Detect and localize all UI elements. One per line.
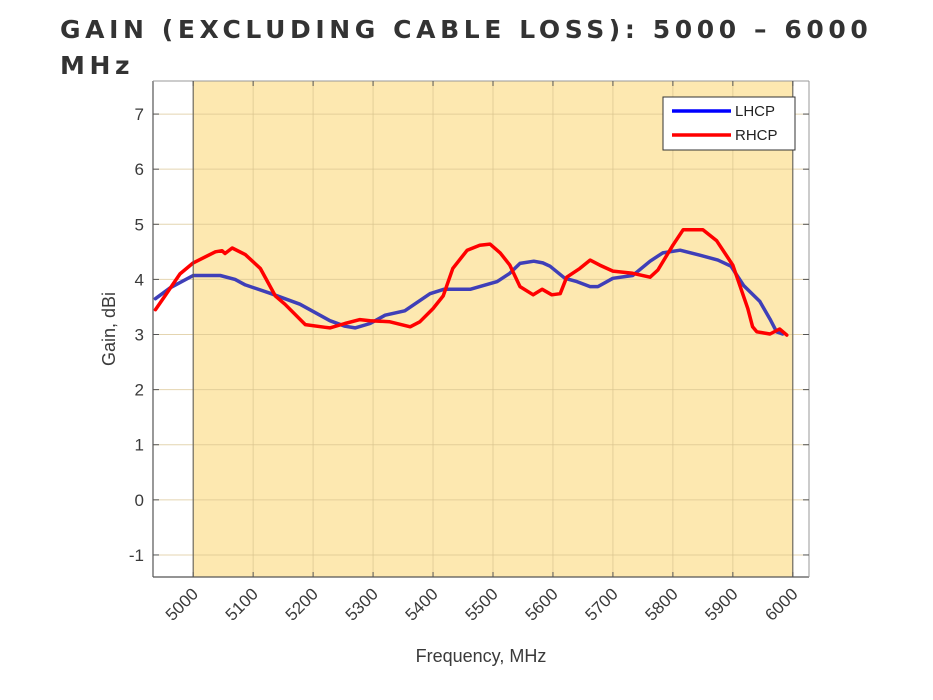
y-axis-label: Gain, dBi — [99, 292, 119, 366]
y-tick-label: 7 — [135, 105, 144, 124]
chart-title: GAIN (EXCLUDING CABLE LOSS): 5000 – 6000… — [60, 15, 873, 80]
y-tick-label: 0 — [135, 491, 144, 510]
x-tick-label: 5200 — [282, 584, 322, 624]
legend-label-rhcp: RHCP — [735, 127, 778, 144]
x-tick-label: 5000 — [162, 584, 202, 624]
series-line-rhcp — [153, 228, 789, 337]
x-tick-label: 5600 — [522, 584, 562, 624]
x-tick-label: 5900 — [701, 584, 741, 624]
y-tick-label: 3 — [135, 326, 144, 345]
x-tick-label: 5400 — [402, 584, 442, 624]
y-tick-label: -1 — [129, 546, 144, 565]
y-tick-label: 4 — [135, 270, 144, 289]
legend-label-lhcp: LHCP — [735, 103, 775, 120]
y-tick-labels: -1 0 1 2 3 4 5 6 7 — [129, 105, 144, 565]
y-tick-label: 5 — [135, 215, 144, 234]
x-tick-label: 5800 — [642, 584, 682, 624]
legend: LHCP RHCP — [662, 96, 796, 151]
x-tick-label: 5500 — [462, 584, 502, 624]
legend-box — [662, 96, 796, 151]
x-tick-label: 5700 — [582, 584, 622, 624]
plot-background — [153, 81, 809, 577]
x-tick-label: 5100 — [222, 584, 262, 624]
y-tick-label: 2 — [135, 381, 144, 400]
x-tick-labels: 5000 5100 5200 5300 5400 5500 5600 5700 5800 5900… — [162, 584, 802, 624]
x-axis-label: Frequency, MHz — [416, 646, 547, 666]
axes — [152, 80, 810, 578]
x-tick-label: 5300 — [342, 584, 382, 624]
series-line-lhcp — [153, 248, 785, 336]
y-tick-label: 1 — [135, 436, 144, 455]
x-tick-label: 6000 — [761, 584, 801, 624]
y-tick-label: 6 — [135, 160, 144, 179]
series-lines — [153, 228, 789, 337]
